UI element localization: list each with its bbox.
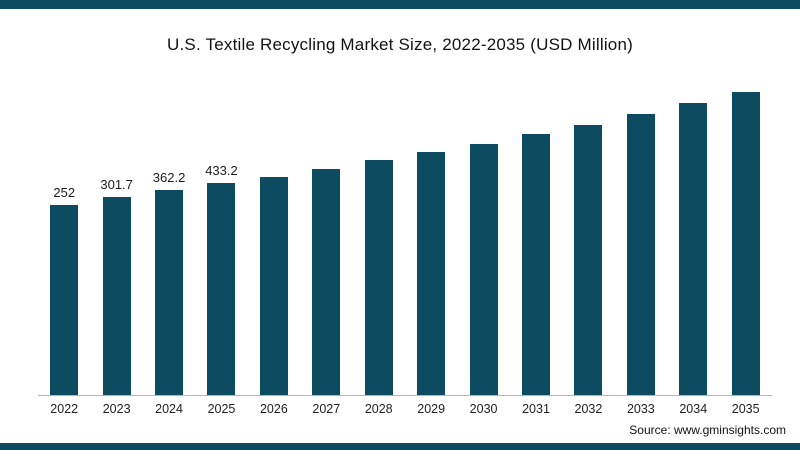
bar-value-label: 362.2 [152,170,186,185]
bottom-border-strip [0,443,800,450]
x-axis-label: 2032 [574,402,603,416]
bar-column [457,124,509,395]
bar [312,169,341,395]
x-axis-label: 2035 [731,402,760,416]
bar-column [719,72,771,395]
bar-column [248,157,300,395]
bar [207,183,236,395]
bar [259,177,288,395]
x-axis-label: 2025 [207,402,236,416]
bar [679,103,708,395]
x-axis-label: 2027 [312,402,341,416]
bar [626,114,655,395]
bar [102,197,131,395]
bar-column [615,94,667,395]
bar [50,205,79,395]
bar-value-label: 301.7 [100,177,133,192]
x-axis-label: 2026 [259,402,288,416]
bar-column: 301.7 [90,177,142,395]
bar-column [510,114,562,395]
top-border-strip [0,0,800,9]
x-axis-label: 2034 [679,402,708,416]
bar-column [300,149,352,395]
bar [417,152,446,395]
plot-area: 252 301.7 362.2 433.2 [38,70,772,396]
x-axis-label: 2031 [522,402,550,416]
x-axis-label: 2028 [364,402,393,416]
bar [731,92,760,395]
x-axis-label: 2024 [155,402,183,416]
bar-column: 362.2 [143,170,195,395]
bar-column [667,83,719,395]
x-axis-label: 2030 [469,402,498,416]
bar [522,134,550,395]
bar-value-label: 433.2 [205,163,238,178]
bar-column: 252 [38,185,90,395]
x-axis-label: 2033 [626,402,655,416]
bar [574,125,603,395]
x-axis: 2022 2023 2024 2025 2026 2027 2028 2029 2030 2031… [38,396,772,416]
bar [155,190,184,395]
bar-column: 433.2 [195,163,247,395]
bar-column [405,132,457,395]
bar-column [562,105,614,395]
bar-value-label: 252 [53,185,76,200]
source-text: Source: www.gminsights.com [629,423,786,437]
bar [469,144,498,395]
x-axis-label: 2023 [102,402,131,416]
bar-column [353,140,405,395]
bar [364,160,393,395]
x-axis-label: 2029 [417,402,446,416]
x-axis-label: 2022 [50,402,79,416]
chart-title: U.S. Textile Recycling Market Size, 2022… [167,35,633,54]
